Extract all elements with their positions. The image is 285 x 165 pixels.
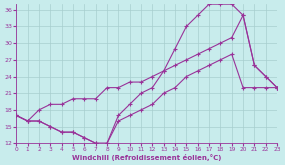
X-axis label: Windchill (Refroidissement éolien,°C): Windchill (Refroidissement éolien,°C) xyxy=(72,154,221,161)
